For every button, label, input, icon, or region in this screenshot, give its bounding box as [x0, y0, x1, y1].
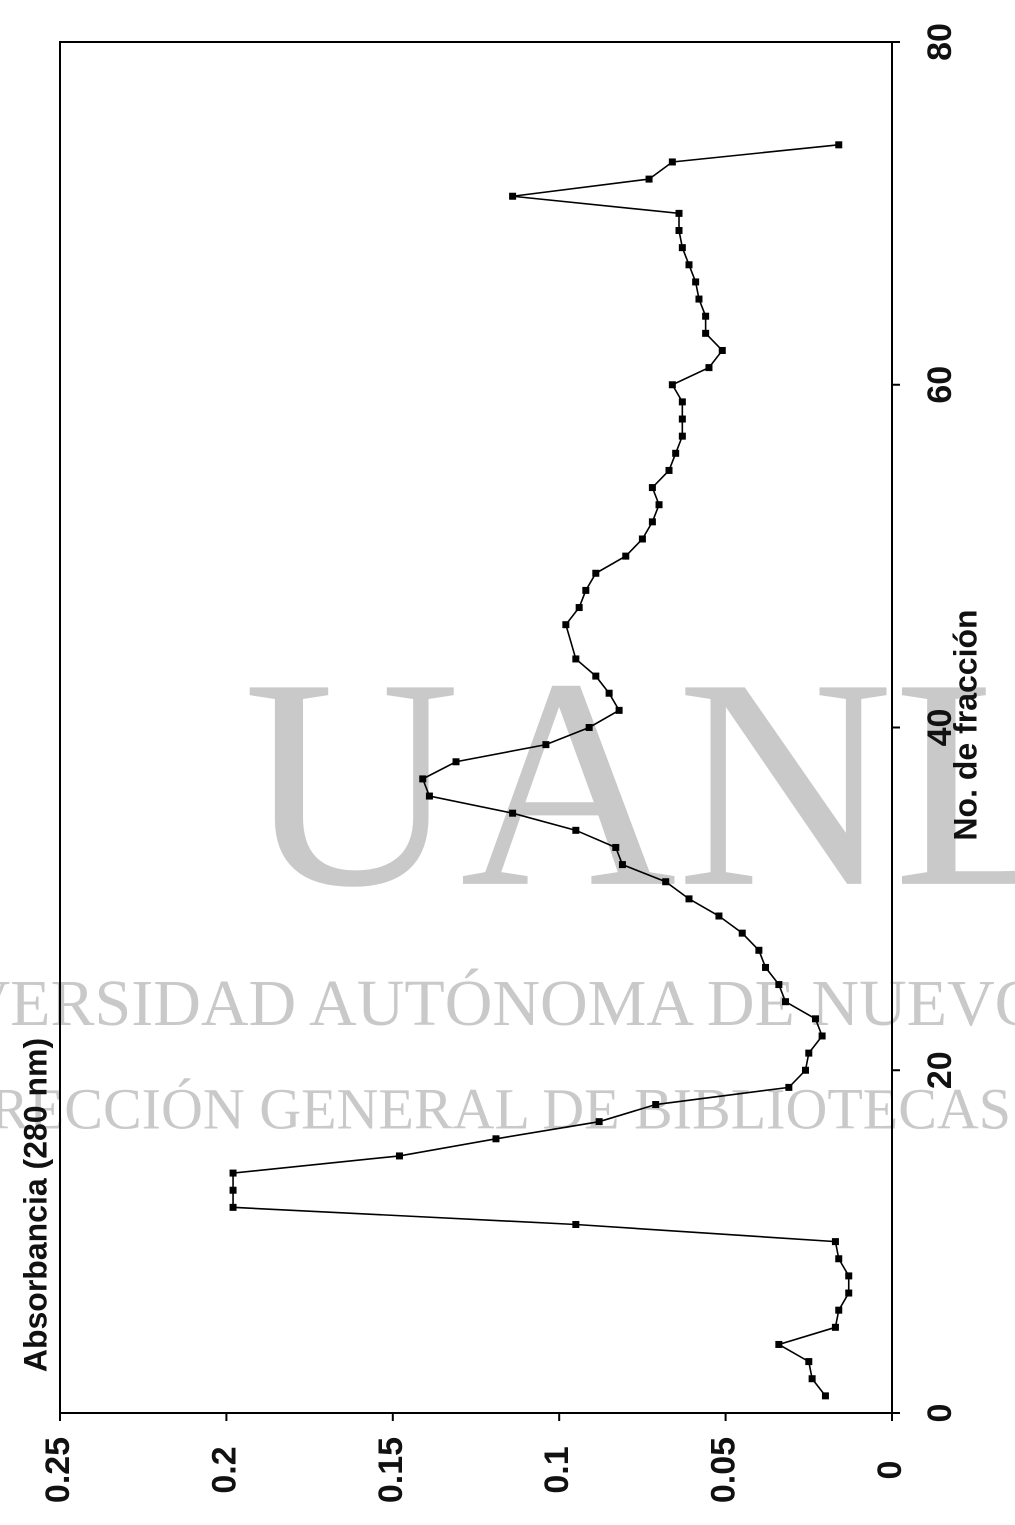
watermark: DIRECCIÓN GENERAL DE BIBLIOTECAS	[0, 1076, 1011, 1141]
data-point	[395, 1152, 403, 1160]
data-point	[811, 1015, 819, 1023]
data-point	[595, 1118, 603, 1126]
data-point	[805, 1358, 813, 1366]
data-point	[648, 518, 656, 526]
data-point	[592, 672, 600, 680]
data-point	[662, 878, 670, 886]
data-point	[672, 449, 680, 457]
data-point	[592, 569, 600, 577]
data-point	[845, 1272, 853, 1280]
data-point	[801, 1066, 809, 1074]
data-point	[229, 1186, 237, 1194]
data-point	[622, 552, 630, 560]
data-point	[645, 175, 653, 183]
data-point	[678, 415, 686, 423]
data-point	[785, 1083, 793, 1091]
data-point	[668, 381, 676, 389]
data-point	[835, 1306, 843, 1314]
data-point	[808, 1375, 816, 1383]
data-point	[582, 586, 590, 594]
data-point	[835, 1255, 843, 1263]
data-point	[715, 912, 723, 920]
data-point	[831, 1238, 839, 1246]
data-point	[685, 895, 693, 903]
y-tick-label: 0.25	[39, 1437, 77, 1503]
y-axis-label: Absorbancia (280 nm)	[17, 1038, 53, 1372]
data-point	[229, 1169, 237, 1177]
data-point	[831, 1323, 839, 1331]
data-point	[678, 244, 686, 252]
data-point	[562, 621, 570, 629]
x-tick-label: 80	[921, 23, 959, 61]
data-point	[585, 724, 593, 731]
x-tick-label: 60	[921, 366, 959, 404]
watermark: UANL	[243, 617, 1015, 949]
data-point	[615, 706, 623, 714]
data-point	[702, 329, 710, 337]
x-tick-label: 40	[921, 709, 959, 747]
y-tick-label: 0.15	[372, 1437, 410, 1503]
data-point	[782, 998, 790, 1006]
x-axis-label: No. de fracción	[947, 609, 983, 840]
y-tick-label: 0.2	[205, 1446, 243, 1493]
data-point	[638, 535, 646, 543]
data-point	[668, 158, 676, 166]
data-point	[492, 1135, 500, 1143]
data-point	[678, 398, 686, 406]
data-point	[648, 484, 656, 492]
data-point	[845, 1289, 853, 1297]
data-point	[572, 1220, 580, 1228]
data-point	[835, 141, 843, 149]
data-point	[509, 192, 517, 200]
data-point	[821, 1392, 829, 1400]
data-point	[675, 209, 683, 217]
data-point	[718, 346, 726, 354]
data-point	[705, 364, 713, 372]
data-point	[702, 312, 710, 320]
data-point	[612, 843, 620, 851]
data-point	[575, 604, 583, 612]
data-point	[695, 295, 703, 303]
data-point	[618, 861, 626, 869]
data-point	[692, 278, 700, 286]
data-point	[685, 261, 693, 269]
data-point	[605, 689, 613, 697]
data-point	[775, 981, 783, 989]
data-point	[762, 963, 770, 971]
data-point	[419, 775, 427, 783]
data-point	[572, 826, 580, 834]
x-tick-label: 20	[921, 1051, 959, 1089]
y-tick-label: 0.05	[705, 1437, 743, 1503]
data-point	[452, 758, 460, 766]
data-point	[678, 432, 686, 440]
data-point	[542, 741, 550, 749]
data-point	[655, 501, 663, 509]
watermark: UNIVERSIDAD AUTÓNOMA DE NUEVO LEÓN	[0, 967, 1015, 1040]
data-point	[738, 929, 746, 937]
y-tick-label: 0.1	[538, 1446, 576, 1493]
data-point	[675, 227, 683, 235]
data-point	[805, 1049, 813, 1057]
data-point	[652, 1101, 660, 1109]
data-point	[509, 809, 517, 817]
data-point	[818, 1032, 826, 1040]
data-point	[572, 655, 580, 663]
data-point	[425, 792, 433, 800]
data-point	[229, 1203, 237, 1211]
y-tick-label: 0	[871, 1461, 909, 1480]
data-point	[665, 466, 673, 474]
data-point	[775, 1340, 783, 1348]
x-tick-label: 0	[921, 1404, 959, 1423]
data-point	[755, 946, 763, 954]
